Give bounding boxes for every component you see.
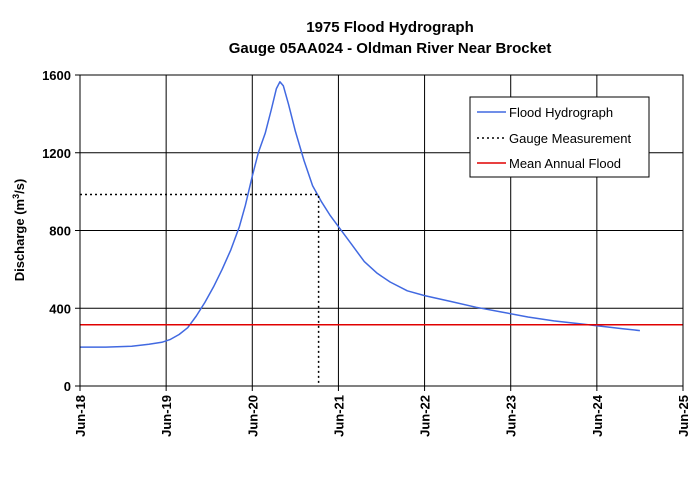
y-axis-label-main: Discharge (m	[12, 199, 27, 281]
legend-label-flood-hydrograph: Flood Hydrograph	[509, 105, 613, 120]
series-line-gauge-measurement	[80, 193, 320, 386]
x-tick-label: Jun-19	[159, 395, 174, 437]
x-axis-ticks: Jun-18 Jun-19 Jun-20 Jun-21 Jun-22 Jun-23 Jun-…	[73, 386, 691, 437]
plot-frame	[79, 74, 684, 387]
y-axis-label: Discharge (m3/s)	[11, 179, 27, 282]
x-tick-label: Jun-18	[73, 395, 88, 437]
y-tick-label: 1600	[42, 68, 71, 83]
x-tick-label: Jun-22	[418, 395, 433, 437]
x-tick-label: Jun-23	[504, 395, 519, 437]
series-layer	[80, 81, 683, 386]
y-tick-label: 0	[64, 379, 71, 394]
chart-subtitle: Gauge 05AA024 - Oldman River Near Brocke…	[229, 40, 552, 57]
series-line-flood-hydrograph	[80, 81, 640, 348]
legend-label-gauge-measurement: Gauge Measurement	[509, 131, 632, 146]
x-tick-label: Jun-21	[331, 395, 346, 437]
chart-title: 1975 Flood Hydrograph	[306, 19, 474, 36]
y-axis-label-superscript: 3	[11, 194, 21, 199]
y-axis-label-unit: /s)	[12, 179, 27, 194]
x-tick-label: Jun-24	[590, 394, 605, 437]
legend-label-mean-annual-flood: Mean Annual Flood	[509, 156, 621, 171]
legend: Flood Hydrograph Gauge Measurement Mean …	[469, 96, 650, 178]
x-tick-label: Jun-20	[245, 395, 260, 437]
y-axis-ticks: 0 400 800 1200 1600	[42, 68, 80, 394]
y-tick-label: 800	[49, 224, 71, 239]
y-tick-label: 400	[49, 301, 71, 316]
y-tick-label: 1200	[42, 146, 71, 161]
x-tick-label: Jun-25	[676, 395, 691, 437]
